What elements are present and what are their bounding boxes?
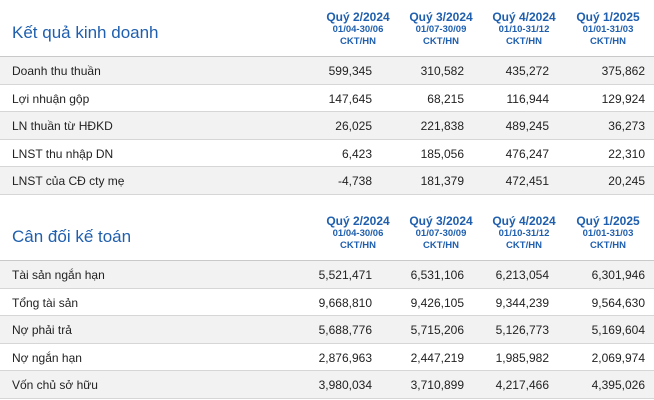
period-quarter: Quý 4/2024	[492, 214, 556, 228]
income-section-title: Kết quả kinh doanh	[12, 23, 159, 42]
cell-value: 6,531,106	[410, 268, 464, 282]
period-quarter: Quý 3/2024	[409, 10, 473, 24]
row-label: Tài sản ngắn hạn	[12, 268, 105, 282]
row-label: Tổng tài sản	[12, 295, 79, 310]
income-header: Kết quả kinh doanh Quý 2/2024 01/04-30/0…	[0, 0, 654, 57]
cell-value: 5,715,206	[410, 323, 464, 337]
table-row: Lợi nhuận gộp 147,645 68,215 116,944 129…	[0, 85, 654, 112]
cell-value: 4,395,026	[591, 378, 645, 392]
cell-value: 375,862	[601, 64, 645, 78]
cell-value: 5,169,604	[591, 323, 645, 337]
row-label: Doanh thu thuần	[12, 64, 101, 78]
cell-value: 9,426,105	[410, 295, 464, 310]
period-basis: CKT/HN	[423, 36, 459, 47]
period-quarter: Quý 2/2024	[326, 214, 390, 228]
period-header-q1-2025[interactable]: Quý 1/2025 01/01-31/03 CKT/HN	[568, 214, 648, 252]
table-row: LNST thu nhập DN 6,423 185,056 476,247 2…	[0, 140, 654, 167]
cell-value: 36,273	[608, 119, 645, 133]
period-basis: CKT/HN	[340, 36, 376, 47]
cell-value: 185,056	[420, 146, 464, 161]
table-row: Tài sản ngắn hạn 5,521,471 6,531,106 6,2…	[0, 261, 654, 289]
cell-value: 5,521,471	[318, 268, 372, 282]
table-row: Vốn chủ sở hữu 3,980,034 3,710,899 4,217…	[0, 371, 654, 399]
period-header-q2-2024[interactable]: Quý 2/2024 01/04-30/06 CKT/HN	[318, 214, 398, 252]
cell-value: 476,247	[505, 146, 549, 161]
period-header-q4-2024[interactable]: Quý 4/2024 01/10-31/12 CKT/HN	[484, 214, 564, 252]
period-header-q1-2025[interactable]: Quý 1/2025 01/01-31/03 CKT/HN	[568, 10, 648, 48]
balance-sheet-section: Cân đối kế toán Quý 2/2024 01/04-30/06 C…	[0, 204, 654, 399]
period-range: 01/01-31/03	[582, 228, 634, 239]
period-basis: CKT/HN	[590, 36, 626, 47]
cell-value: 6,301,946	[591, 268, 645, 282]
table-row: LNST của CĐ cty mẹ -4,738 181,379 472,45…	[0, 167, 654, 195]
cell-value: 6,213,054	[495, 268, 549, 282]
period-range: 01/10-31/12	[498, 228, 550, 239]
cell-value: 9,344,239	[495, 295, 549, 310]
period-quarter: Quý 3/2024	[409, 214, 473, 228]
cell-value: 3,980,034	[318, 378, 372, 392]
cell-value: 472,451	[505, 174, 549, 188]
period-range: 01/07-30/09	[415, 24, 467, 35]
row-label: Lợi nhuận gộp	[12, 91, 90, 106]
cell-value: 4,217,466	[495, 378, 549, 392]
period-range: 01/10-31/12	[498, 24, 550, 35]
cell-value: 599,345	[328, 64, 372, 78]
cell-value: 9,668,810	[318, 295, 372, 310]
period-basis: CKT/HN	[506, 240, 542, 251]
period-quarter: Quý 4/2024	[492, 10, 556, 24]
row-label: LN thuần từ HĐKD	[12, 119, 113, 133]
period-header-q4-2024[interactable]: Quý 4/2024 01/10-31/12 CKT/HN	[484, 10, 564, 48]
cell-value: 2,447,219	[410, 350, 464, 365]
period-range: 01/07-30/09	[415, 228, 467, 239]
cell-value: 2,069,974	[591, 350, 645, 365]
cell-value: 6,423	[341, 146, 372, 161]
period-range: 01/01-31/03	[582, 24, 634, 35]
period-range: 01/04-30/06	[332, 228, 384, 239]
cell-value: 26,025	[335, 119, 372, 133]
cell-value: 221,838	[420, 119, 464, 133]
table-row: Nợ ngắn hạn 2,876,963 2,447,219 1,985,98…	[0, 344, 654, 371]
cell-value: 489,245	[505, 119, 549, 133]
cell-value: -4,738	[337, 174, 372, 188]
cell-value: 2,876,963	[318, 350, 372, 365]
table-row: Tổng tài sản 9,668,810 9,426,105 9,344,2…	[0, 289, 654, 316]
cell-value: 147,645	[328, 91, 372, 106]
cell-value: 1,985,982	[495, 350, 549, 365]
cell-value: 5,126,773	[495, 323, 549, 337]
table-row: LN thuần từ HĐKD 26,025 221,838 489,245 …	[0, 112, 654, 140]
balance-section-title: Cân đối kế toán	[12, 227, 132, 246]
period-header-q3-2024[interactable]: Quý 3/2024 01/07-30/09 CKT/HN	[401, 214, 481, 252]
period-range: 01/04-30/06	[332, 24, 384, 35]
cell-value: 181,379	[420, 174, 464, 188]
cell-value: 129,924	[601, 91, 645, 106]
cell-value: 22,310	[608, 146, 645, 161]
table-row: Nợ phải trả 5,688,776 5,715,206 5,126,77…	[0, 316, 654, 344]
cell-value: 20,245	[608, 174, 645, 188]
period-quarter: Quý 2/2024	[326, 10, 390, 24]
period-basis: CKT/HN	[423, 240, 459, 251]
row-label: Nợ phải trả	[12, 323, 72, 337]
cell-value: 435,272	[505, 64, 549, 78]
period-basis: CKT/HN	[506, 36, 542, 47]
cell-value: 9,564,630	[591, 295, 645, 310]
period-quarter: Quý 1/2025	[576, 10, 640, 24]
period-header-q3-2024[interactable]: Quý 3/2024 01/07-30/09 CKT/HN	[401, 10, 481, 48]
period-header-q2-2024[interactable]: Quý 2/2024 01/04-30/06 CKT/HN	[318, 10, 398, 48]
cell-value: 5,688,776	[318, 323, 372, 337]
cell-value: 310,582	[420, 64, 464, 78]
table-row: Doanh thu thuần 599,345 310,582 435,272 …	[0, 57, 654, 85]
cell-value: 116,944	[506, 91, 550, 106]
period-basis: CKT/HN	[590, 240, 626, 251]
row-label: LNST thu nhập DN	[12, 146, 114, 161]
row-label: LNST của CĐ cty mẹ	[12, 174, 125, 188]
period-quarter: Quý 1/2025	[576, 214, 640, 228]
income-statement-section: Kết quả kinh doanh Quý 2/2024 01/04-30/0…	[0, 0, 654, 195]
balance-header: Cân đối kế toán Quý 2/2024 01/04-30/06 C…	[0, 204, 654, 261]
cell-value: 68,215	[427, 91, 464, 106]
row-label: Nợ ngắn hạn	[12, 350, 82, 365]
period-basis: CKT/HN	[340, 240, 376, 251]
row-label: Vốn chủ sở hữu	[12, 378, 98, 392]
cell-value: 3,710,899	[410, 378, 464, 392]
